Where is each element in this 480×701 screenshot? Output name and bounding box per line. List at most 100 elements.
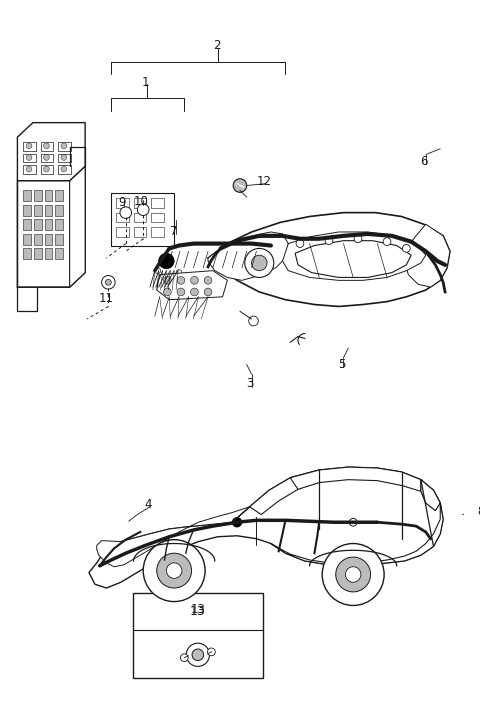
Text: 8: 8	[477, 505, 480, 518]
Bar	[55, 248, 63, 259]
Bar	[45, 191, 52, 201]
Text: 4: 4	[144, 498, 152, 511]
Bar	[111, 193, 174, 247]
Text: 9: 9	[118, 196, 126, 210]
Circle shape	[322, 543, 384, 606]
Polygon shape	[421, 479, 440, 510]
Text: 11: 11	[99, 292, 114, 305]
Circle shape	[164, 288, 171, 296]
Bar	[116, 227, 129, 237]
Circle shape	[204, 288, 212, 296]
Circle shape	[349, 518, 357, 526]
Circle shape	[191, 276, 198, 284]
Bar	[55, 205, 63, 215]
Bar	[34, 205, 42, 215]
Bar	[116, 212, 129, 222]
Polygon shape	[295, 240, 411, 278]
Bar	[45, 234, 52, 245]
Circle shape	[44, 166, 49, 172]
Circle shape	[159, 253, 174, 268]
Text: 12: 12	[257, 175, 272, 188]
Circle shape	[61, 143, 67, 149]
Circle shape	[252, 255, 267, 271]
Circle shape	[383, 238, 391, 245]
Polygon shape	[405, 224, 450, 287]
Bar	[23, 205, 31, 215]
Bar	[133, 198, 146, 207]
Polygon shape	[250, 470, 319, 515]
Circle shape	[336, 557, 371, 592]
Text: 6: 6	[420, 155, 428, 168]
Circle shape	[167, 563, 182, 578]
Circle shape	[176, 270, 182, 275]
Circle shape	[168, 278, 174, 283]
Polygon shape	[208, 232, 288, 280]
Polygon shape	[290, 467, 421, 491]
Circle shape	[157, 553, 192, 588]
Bar	[41, 142, 53, 151]
Circle shape	[61, 166, 67, 172]
Polygon shape	[17, 166, 85, 181]
Bar	[133, 212, 146, 222]
Bar	[58, 154, 71, 163]
Bar	[116, 198, 129, 207]
Circle shape	[26, 155, 32, 161]
Circle shape	[177, 288, 185, 296]
Circle shape	[61, 155, 67, 161]
Circle shape	[164, 276, 171, 284]
Text: 3: 3	[246, 377, 253, 390]
Bar	[41, 154, 53, 163]
Bar	[34, 234, 42, 245]
Bar	[151, 227, 164, 237]
Bar	[133, 227, 146, 237]
Circle shape	[44, 155, 49, 161]
Circle shape	[354, 235, 362, 243]
Bar	[34, 248, 42, 259]
Bar	[151, 212, 164, 222]
Polygon shape	[271, 479, 443, 565]
Bar	[23, 248, 31, 259]
Bar	[55, 191, 63, 201]
Circle shape	[245, 248, 274, 278]
Polygon shape	[17, 166, 85, 287]
Circle shape	[186, 644, 209, 667]
Circle shape	[160, 278, 166, 283]
Text: 1: 1	[142, 76, 149, 88]
Bar	[55, 219, 63, 230]
Circle shape	[26, 166, 32, 172]
Circle shape	[204, 276, 212, 284]
Bar	[45, 219, 52, 230]
Bar	[41, 165, 53, 174]
Circle shape	[325, 237, 333, 245]
Text: 13: 13	[191, 603, 206, 615]
Circle shape	[143, 540, 205, 601]
Circle shape	[296, 240, 304, 247]
Circle shape	[192, 649, 204, 660]
Circle shape	[155, 268, 161, 273]
Circle shape	[26, 143, 32, 149]
Circle shape	[120, 207, 132, 219]
Text: 10: 10	[134, 196, 149, 208]
Circle shape	[106, 280, 111, 285]
Circle shape	[180, 654, 188, 662]
Circle shape	[102, 275, 115, 289]
Text: 7: 7	[170, 226, 178, 238]
Circle shape	[207, 648, 215, 655]
Circle shape	[346, 566, 361, 583]
Bar	[58, 142, 71, 151]
Text: 5: 5	[338, 358, 345, 371]
Bar	[23, 142, 36, 151]
Bar	[132, 593, 263, 678]
Bar	[23, 191, 31, 201]
Circle shape	[249, 316, 258, 326]
Bar	[23, 154, 36, 163]
Bar	[23, 219, 31, 230]
Text: 13: 13	[190, 605, 206, 618]
Bar	[58, 165, 71, 174]
Circle shape	[164, 284, 169, 290]
Bar	[151, 198, 164, 207]
Circle shape	[177, 276, 185, 284]
Polygon shape	[97, 507, 250, 566]
Polygon shape	[283, 232, 426, 280]
Bar	[23, 234, 31, 245]
